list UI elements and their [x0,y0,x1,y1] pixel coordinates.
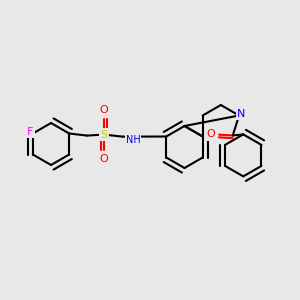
Text: S: S [100,130,107,140]
Text: F: F [27,127,34,137]
Text: N: N [237,109,246,119]
Text: O: O [100,105,108,115]
Text: NH: NH [126,135,140,145]
Text: O: O [100,154,108,164]
Text: O: O [206,129,215,140]
